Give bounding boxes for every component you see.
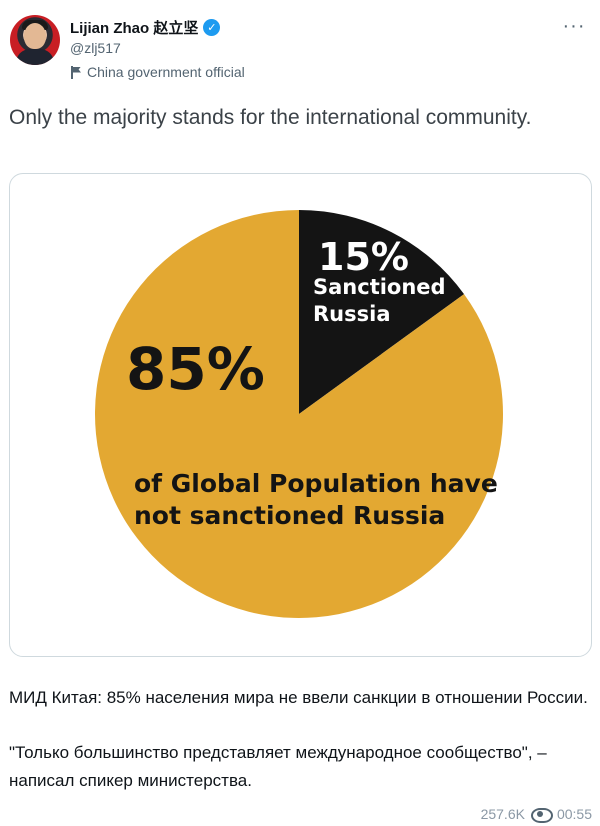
- small-slice-label-2: Russia: [313, 302, 391, 326]
- account-label: China government official: [70, 64, 245, 80]
- display-name[interactable]: Lijian Zhao 赵立坚: [70, 20, 199, 37]
- caption-line-2: "Только большинство представляет междуна…: [9, 743, 547, 790]
- eye-icon: [530, 808, 553, 823]
- pie-slice-1: [94, 210, 503, 618]
- flag-icon: [70, 65, 82, 79]
- user-handle[interactable]: @zlj517: [70, 40, 121, 56]
- avatar[interactable]: [10, 15, 60, 65]
- small-slice-label-1: Sanctioned: [313, 275, 446, 299]
- verified-badge-icon: ✓: [203, 19, 221, 36]
- account-label-text: China government official: [87, 64, 245, 80]
- avatar-face: [24, 23, 46, 49]
- pie-chart: 15%Sanctioned Russia 85% of Global Populati…: [94, 210, 503, 618]
- tweet-media[interactable]: 15% Sanctioned Russia 85% of Global Populati…: [9, 173, 592, 657]
- name-row: Lijian Zhao 赵立坚 ✓: [70, 17, 221, 38]
- small-slice-percent: 15%: [318, 235, 409, 279]
- tweet-text: Only the majority stands for the interna…: [9, 106, 532, 129]
- tweet-meta: 257.6K 00:55: [480, 806, 592, 823]
- avatar-suit: [16, 49, 54, 65]
- big-slice-percent: 85%: [126, 335, 265, 403]
- caption-line-1: МИД Китая: 85% населения мира не ввели с…: [9, 688, 588, 707]
- tweet-header: Lijian Zhao 赵立坚 ✓ @zlj517 China governme…: [0, 0, 600, 95]
- more-options-icon[interactable]: ···: [562, 14, 586, 37]
- big-slice-label-2: not sanctioned Russia: [134, 501, 445, 530]
- pie-slice-0: [299, 210, 465, 414]
- big-slice-label-1: of Global Population have: [134, 469, 498, 498]
- post-time[interactable]: 00:55: [556, 806, 592, 822]
- view-count: 257.6K: [480, 806, 525, 822]
- caption: МИД Китая: 85% населения мира не ввели с…: [9, 684, 594, 822]
